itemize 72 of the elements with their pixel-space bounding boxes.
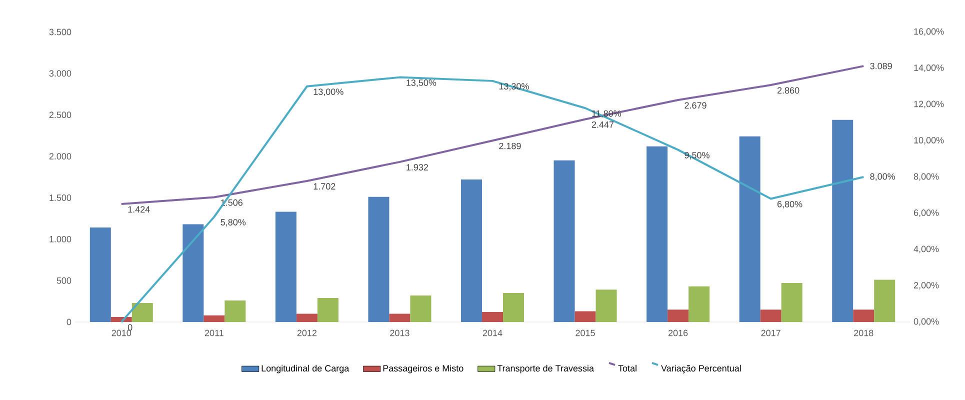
bar bbox=[554, 160, 575, 322]
y-tick-label: 2.500 bbox=[49, 112, 72, 118]
y-tick-label: 1.000 bbox=[50, 236, 72, 242]
y2-tick-label: 4,00% bbox=[914, 246, 939, 254]
bar bbox=[182, 224, 204, 322]
legend-label: Passageiros e Misto bbox=[383, 364, 464, 374]
y-tick-label: 3.500 bbox=[49, 28, 72, 36]
bar bbox=[688, 286, 710, 322]
data-label: 1.702 bbox=[314, 183, 336, 190]
bar bbox=[224, 300, 246, 322]
bar bbox=[368, 196, 390, 322]
bar bbox=[317, 298, 338, 322]
bar bbox=[874, 280, 896, 322]
legend-label: Longitudinal de Carga bbox=[262, 364, 350, 374]
bar bbox=[296, 314, 318, 322]
x-tick-label: 2018 bbox=[854, 330, 874, 336]
data-label: 1.424 bbox=[128, 206, 150, 212]
x-tick-label: 2015 bbox=[576, 330, 595, 336]
bar bbox=[739, 136, 760, 322]
bar bbox=[275, 212, 296, 322]
bar bbox=[90, 228, 111, 322]
bar bbox=[668, 310, 689, 322]
y-tick-label: 500 bbox=[56, 277, 72, 284]
y2-tick-label: 8,00% bbox=[914, 173, 939, 181]
bar bbox=[853, 310, 874, 322]
data-label: 13,00% bbox=[314, 88, 344, 96]
bar bbox=[482, 312, 503, 322]
bar bbox=[646, 146, 668, 322]
y-tick-label: 0 bbox=[66, 318, 72, 326]
y2-tick-label: 6,00% bbox=[914, 210, 939, 217]
legend-label: Transporte de Travessia bbox=[497, 364, 594, 374]
data-label: 8,00% bbox=[870, 173, 896, 181]
line-series bbox=[120, 76, 865, 323]
bar bbox=[596, 290, 617, 322]
x-tick-label: 2017 bbox=[761, 330, 780, 336]
data-label: 2.679 bbox=[684, 102, 706, 109]
bar bbox=[832, 120, 854, 322]
data-label: 13,50% bbox=[406, 80, 436, 87]
y2-tick-label: 0,00% bbox=[914, 318, 939, 326]
bar bbox=[461, 179, 482, 322]
y2-tick-label: 2,00% bbox=[914, 282, 939, 290]
x-tick-label: 2014 bbox=[482, 330, 502, 336]
data-label: 1.932 bbox=[406, 164, 428, 170]
data-label: 6,80% bbox=[777, 200, 802, 208]
data-label: 5,80% bbox=[220, 219, 246, 227]
legend-label: Total bbox=[618, 364, 636, 372]
bar bbox=[389, 314, 410, 322]
x-tick-label: 2016 bbox=[668, 330, 688, 336]
x-tick-label: 2011 bbox=[204, 330, 224, 336]
y-tick-label: 2.000 bbox=[49, 153, 72, 160]
y2-tick-label: 10,00% bbox=[914, 137, 944, 144]
y2-tick-label: 12,00% bbox=[914, 100, 944, 108]
data-label: 2.447 bbox=[592, 121, 614, 128]
data-label: 2.860 bbox=[777, 87, 800, 94]
y-tick-label: 1.500 bbox=[50, 194, 72, 201]
y2-tick-label: 16,00% bbox=[914, 28, 944, 36]
bar bbox=[410, 295, 432, 322]
x-tick-label: 2010 bbox=[112, 330, 132, 336]
y-tick-label: 3.000 bbox=[49, 70, 72, 77]
y2-tick-label: 14,00% bbox=[914, 64, 944, 72]
bar bbox=[132, 302, 153, 322]
data-label: 3.089 bbox=[870, 62, 892, 70]
bar bbox=[204, 315, 225, 322]
bar bbox=[574, 311, 596, 322]
x-tick-label: 2012 bbox=[297, 330, 316, 336]
bar bbox=[503, 293, 524, 322]
legend-label: Variação Percentual bbox=[661, 364, 741, 374]
data-label: 2.189 bbox=[499, 142, 521, 150]
bar bbox=[760, 310, 782, 322]
data-label: 0 bbox=[128, 324, 132, 331]
x-tick-label: 2013 bbox=[390, 330, 410, 336]
bar bbox=[781, 283, 802, 322]
